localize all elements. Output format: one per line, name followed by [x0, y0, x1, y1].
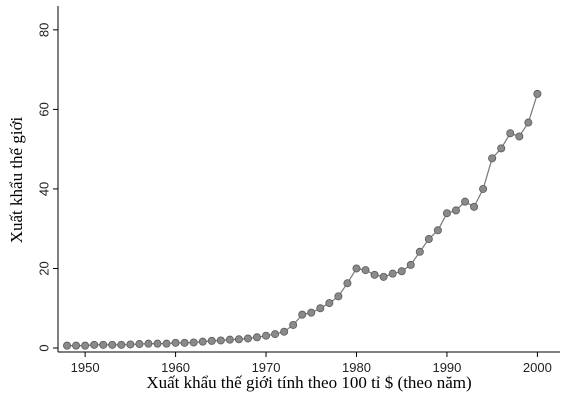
data-point — [72, 341, 81, 350]
data-point — [370, 270, 379, 279]
x-tick-label: 1960 — [161, 360, 190, 375]
data-point — [135, 340, 144, 349]
data-point — [406, 260, 415, 269]
data-point — [533, 89, 542, 98]
data-point — [379, 272, 388, 281]
data-point — [334, 292, 343, 301]
x-tick-label: 1970 — [252, 360, 281, 375]
data-point — [117, 340, 126, 349]
data-point — [126, 340, 135, 349]
data-point — [488, 154, 497, 163]
x-tick-label: 1990 — [432, 360, 461, 375]
data-point — [81, 341, 90, 350]
x-axis-title: Xuất khẩu thế giới tính theo 100 tỉ $ (t… — [146, 373, 471, 392]
y-tick-label: 40 — [37, 182, 52, 196]
y-tick-label: 20 — [37, 261, 52, 275]
data-point — [144, 339, 153, 348]
x-tick-label: 1950 — [71, 360, 100, 375]
data-point — [99, 340, 108, 349]
data-point — [524, 118, 533, 127]
data-point — [442, 209, 451, 218]
data-point — [180, 338, 189, 347]
y-tick-label: 80 — [37, 23, 52, 37]
data-point — [515, 132, 524, 141]
data-point — [388, 269, 397, 278]
data-point — [108, 340, 117, 349]
data-point — [262, 331, 271, 340]
data-point — [424, 235, 433, 244]
data-point — [470, 202, 479, 211]
data-point — [479, 184, 488, 193]
data-point — [325, 299, 334, 308]
data-point — [271, 330, 280, 339]
data-point — [234, 335, 243, 344]
y-axis-title: Xuất khẩu thế giới — [7, 116, 26, 243]
data-point — [63, 341, 72, 350]
data-point — [289, 320, 298, 329]
data-point — [90, 340, 99, 349]
data-point — [433, 226, 442, 235]
data-point — [171, 338, 180, 347]
series-group — [63, 89, 542, 350]
data-point — [415, 247, 424, 256]
x-axis-ticks: 1950 1960 1970 1980 1990 2000 — [71, 352, 552, 375]
data-point — [252, 333, 261, 342]
data-point — [343, 279, 352, 288]
data-point — [506, 129, 515, 138]
data-point — [243, 334, 252, 343]
series-line — [67, 93, 538, 347]
data-point — [316, 304, 325, 313]
y-tick-label: 0 — [37, 344, 52, 351]
y-axis-ticks: 0 20 40 60 80 — [37, 23, 58, 352]
data-point — [216, 336, 225, 345]
data-point — [162, 339, 171, 348]
data-point — [153, 339, 162, 348]
data-point — [280, 327, 289, 336]
data-point — [298, 310, 307, 319]
data-point — [207, 336, 216, 345]
data-point — [461, 197, 470, 206]
data-point — [189, 338, 198, 347]
data-point — [352, 264, 361, 273]
data-point — [497, 144, 506, 153]
data-point — [451, 206, 460, 215]
x-tick-label: 1980 — [342, 360, 371, 375]
data-point — [225, 335, 234, 344]
data-point — [361, 266, 370, 275]
data-point — [307, 308, 316, 317]
x-tick-label: 2000 — [523, 360, 552, 375]
data-point — [198, 337, 207, 346]
y-tick-label: 60 — [37, 102, 52, 116]
data-point — [397, 267, 406, 276]
